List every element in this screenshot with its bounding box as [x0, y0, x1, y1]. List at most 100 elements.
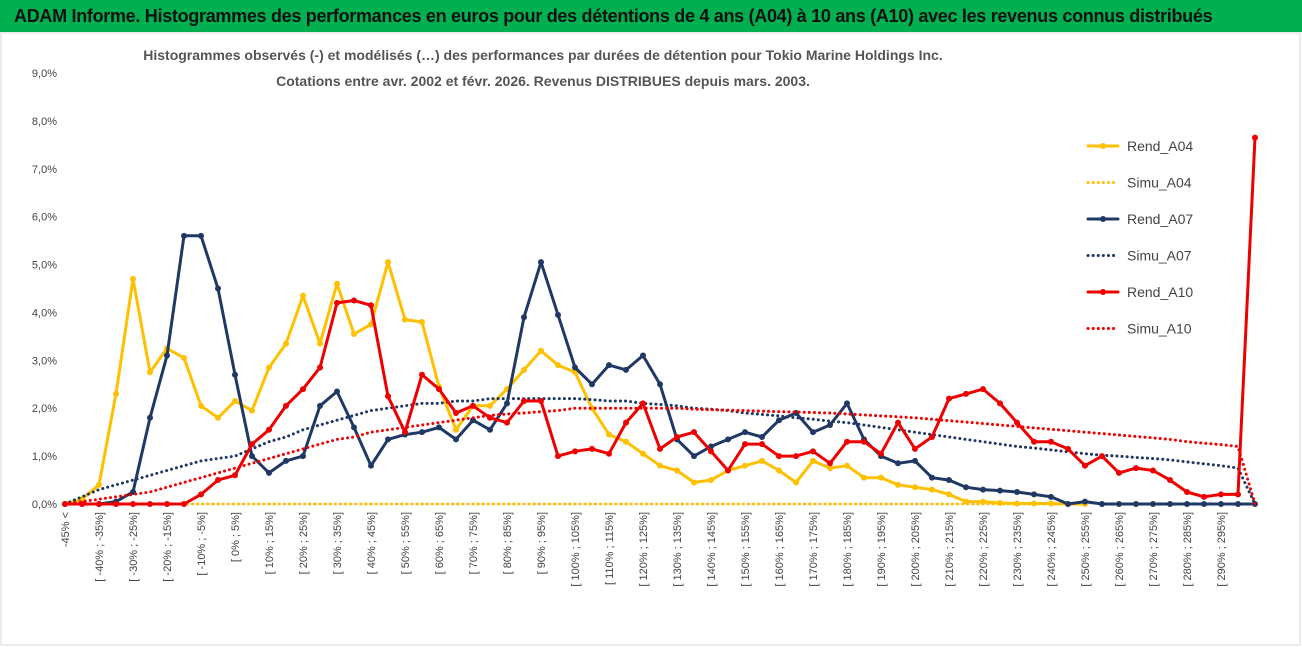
series-line [63, 406, 1257, 506]
data-point [844, 400, 850, 407]
data-point [980, 486, 986, 493]
data-point [691, 479, 697, 486]
x-tick-label: [ 200% ; 205%] [910, 512, 922, 587]
data-point [1218, 491, 1224, 498]
data-point [317, 402, 323, 409]
data-point [1133, 501, 1139, 507]
data-point [657, 381, 663, 388]
data-point [1150, 501, 1156, 507]
y-tick-label: 7,0% [32, 164, 57, 176]
data-point [1116, 469, 1122, 476]
legend-label: Simu_A07 [1127, 248, 1192, 264]
data-point [776, 453, 782, 460]
data-point [1133, 465, 1139, 472]
data-point [1201, 501, 1207, 507]
data-point [419, 371, 425, 378]
x-tick-label: [ 220% ; 225%] [978, 512, 990, 587]
data-point [946, 395, 952, 402]
x-tick-label: [ -40% ; -35%] [94, 512, 106, 582]
data-point [1065, 445, 1071, 452]
legend-label: Rend_A07 [1127, 211, 1193, 227]
y-tick-label: 6,0% [32, 212, 57, 224]
data-point [334, 299, 340, 306]
data-point [351, 297, 357, 304]
data-point [334, 388, 340, 395]
legend: Rend_A04 Simu_A04 Rend_A07 Simu_A07 Rend_A10… [1068, 126, 1218, 346]
data-point [419, 319, 425, 326]
data-point [878, 474, 884, 481]
data-point [759, 457, 765, 464]
data-point [589, 445, 595, 452]
data-point [776, 467, 782, 474]
data-point [997, 487, 1003, 494]
data-point [572, 364, 578, 371]
data-point [912, 457, 918, 464]
data-point [895, 481, 901, 488]
data-point [283, 340, 289, 347]
y-tick-label: 1,0% [32, 451, 57, 463]
legend-marker [1100, 289, 1106, 295]
data-point [181, 501, 187, 507]
data-point [249, 407, 255, 414]
data-point [691, 429, 697, 436]
data-point [232, 371, 238, 378]
x-tick-label: [ -10% ; -5%] [196, 512, 208, 576]
data-point [538, 347, 544, 354]
data-point [929, 486, 935, 493]
data-point [538, 398, 544, 405]
data-point [946, 491, 952, 498]
data-point [130, 275, 136, 282]
data-point [504, 419, 510, 426]
data-point [385, 259, 391, 266]
data-point [640, 400, 646, 407]
data-point [725, 467, 731, 474]
data-point [929, 474, 935, 481]
data-point [351, 424, 357, 431]
data-point [759, 433, 765, 440]
data-point [895, 419, 901, 426]
y-tick-label: 4,0% [32, 307, 57, 319]
data-point [623, 419, 629, 426]
data-point [742, 429, 748, 436]
data-point [555, 453, 561, 460]
x-tick-label: [ 280% ; 285%] [1182, 512, 1194, 587]
data-point [198, 491, 204, 498]
x-tick-label: -45% < [60, 512, 72, 547]
x-tick-label: [ 160% ; 165%] [774, 512, 786, 587]
x-tick-label: [ 60% ; 65%] [434, 512, 446, 574]
data-point [215, 477, 221, 484]
data-point [1252, 134, 1258, 141]
data-point [963, 484, 969, 491]
x-tick-label: [ 180% ; 185%] [842, 512, 854, 587]
x-tick-label: [ 70% ; 75%] [468, 512, 480, 574]
legend-label: Rend_A10 [1127, 284, 1193, 300]
data-point [674, 467, 680, 474]
data-point [844, 462, 850, 469]
x-tick-label: [ 20% ; 25%] [298, 512, 310, 574]
x-tick-label: [ 30% ; 35%] [332, 512, 344, 574]
x-tick-label: [ -30% ; -25%] [128, 512, 140, 582]
data-point [317, 364, 323, 371]
data-point [1235, 491, 1241, 498]
data-point [589, 405, 595, 412]
x-tick-label: [ 120% ; 125%] [638, 512, 650, 587]
y-tick-label: 3,0% [32, 355, 57, 367]
legend-label: Simu_A04 [1127, 175, 1192, 191]
data-point [1116, 501, 1122, 507]
data-point [1048, 493, 1054, 500]
data-point [419, 429, 425, 436]
legend-marker [1100, 216, 1106, 222]
data-point [606, 362, 612, 369]
data-point [725, 436, 731, 443]
data-point [997, 400, 1003, 407]
series [63, 397, 1257, 506]
data-point [1014, 489, 1020, 496]
x-tick-label: [ 130% ; 135%] [672, 512, 684, 587]
x-tick-label: [ 190% ; 195%] [876, 512, 888, 587]
data-point [249, 453, 255, 460]
data-point [1014, 419, 1020, 426]
data-point [130, 501, 136, 507]
data-point [708, 448, 714, 455]
y-tick-label: 8,0% [32, 116, 57, 128]
data-point [215, 285, 221, 292]
